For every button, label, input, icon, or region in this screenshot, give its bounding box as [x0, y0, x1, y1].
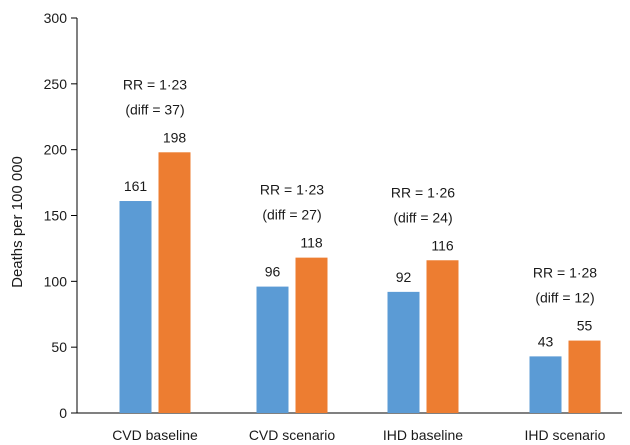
y-tick-label: 250: [44, 76, 68, 92]
category-label: IHD scenario: [525, 427, 606, 443]
y-axis-title: Deaths per 100 000: [9, 156, 26, 288]
category-label: IHD baseline: [383, 427, 463, 443]
y-ticks: 0 50 100 150 200 250 300: [44, 10, 77, 421]
annotation-label: RR = 1·26: [391, 184, 455, 200]
annotation-label: RR = 1·23: [260, 182, 324, 198]
y-tick-label: 100: [44, 273, 68, 289]
bar: [529, 356, 562, 413]
annotation-label: RR = 1·23: [123, 76, 187, 92]
value-labels: 161 198 96 118 92 116 43 55: [124, 129, 593, 349]
annotation-label: (diff = 37): [125, 101, 184, 117]
annotation-label: (diff = 27): [262, 207, 321, 223]
y-tick-label: 300: [44, 10, 68, 26]
annotations: RR = 1·23 (diff = 37) RR = 1·23 (diff = 27)…: [123, 76, 597, 305]
annotation-label: (diff = 24): [393, 209, 452, 225]
bar: [158, 152, 191, 414]
value-label: 116: [431, 237, 454, 253]
bar: [295, 257, 328, 413]
annotation-label: (diff = 12): [535, 290, 594, 306]
value-label: 92: [396, 269, 412, 285]
bars: [119, 152, 601, 414]
bar: [568, 340, 601, 413]
y-tick-label: 200: [44, 142, 68, 158]
value-label: 96: [265, 264, 281, 280]
bar: [119, 201, 152, 413]
category-label: CVD baseline: [112, 427, 198, 443]
value-label: 198: [163, 129, 187, 145]
category-labels: CVD baseline CVD scenario IHD baseline IHD …: [112, 427, 605, 443]
value-label: 118: [300, 235, 323, 251]
y-tick-label: 50: [51, 339, 67, 355]
value-label: 161: [124, 178, 148, 194]
bar: [256, 286, 289, 413]
y-tick-label: 0: [59, 405, 67, 421]
category-label: CVD scenario: [249, 427, 336, 443]
bar: [426, 260, 459, 413]
bar: [387, 291, 420, 413]
value-label: 55: [577, 318, 593, 334]
y-tick-label: 150: [44, 208, 68, 224]
annotation-label: RR = 1·28: [533, 265, 597, 281]
value-label: 43: [538, 333, 554, 349]
